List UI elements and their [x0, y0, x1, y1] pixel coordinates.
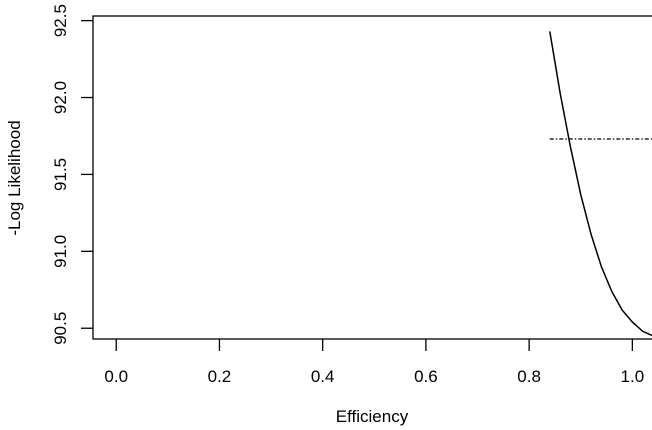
y-tick-label: 91.0 [51, 235, 70, 268]
y-tick-label: 91.5 [51, 158, 70, 191]
x-tick-label: 0.0 [104, 367, 128, 386]
x-axis-title: Efficiency [336, 407, 409, 426]
y-tick-label: 92.0 [51, 81, 70, 114]
x-tick-label: 1.0 [621, 367, 645, 386]
x-axis: 0.0 0.2 0.4 0.6 0.8 1.0 [104, 339, 644, 386]
y-tick-label: 90.5 [51, 312, 70, 345]
y-axis: 90.5 91.0 91.5 92.0 92.5 [51, 4, 93, 345]
x-tick-label: 0.2 [208, 367, 232, 386]
x-tick-label: 0.6 [414, 367, 438, 386]
y-axis-title: -Log Likelihood [5, 120, 24, 235]
series-layer [549, 31, 652, 337]
y-tick-label: 92.5 [51, 4, 70, 37]
plot-frame [92, 15, 652, 340]
x-tick-label: 0.8 [517, 367, 541, 386]
likelihood-curve [549, 31, 652, 337]
x-tick-label: 0.4 [311, 367, 335, 386]
